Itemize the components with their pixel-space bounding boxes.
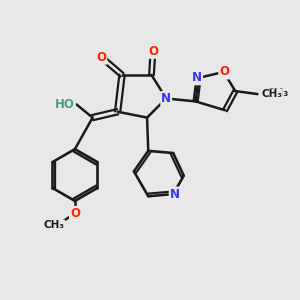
Text: CH₃: CH₃ [261, 89, 282, 99]
Text: N: N [161, 92, 171, 105]
Text: N: N [170, 188, 180, 201]
Text: O: O [70, 207, 80, 220]
Text: HO: HO [55, 98, 75, 111]
Text: N: N [192, 71, 202, 84]
Text: CH₃: CH₃ [44, 220, 65, 230]
Text: O: O [96, 51, 106, 64]
Text: CH₃: CH₃ [266, 88, 289, 98]
Text: O: O [148, 45, 158, 58]
Text: O: O [219, 65, 229, 79]
